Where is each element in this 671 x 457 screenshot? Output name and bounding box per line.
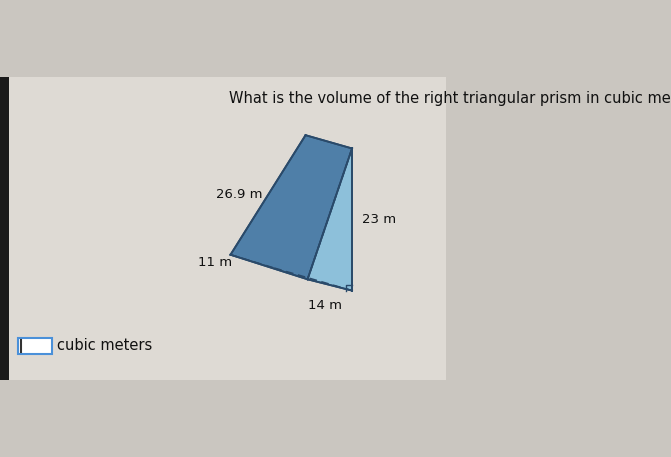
- Text: 23 m: 23 m: [362, 213, 396, 226]
- Polygon shape: [9, 77, 446, 380]
- Polygon shape: [230, 135, 352, 279]
- Polygon shape: [18, 338, 52, 354]
- Text: 11 m: 11 m: [199, 256, 232, 269]
- Text: 26.9 m: 26.9 m: [216, 188, 262, 202]
- Polygon shape: [307, 149, 352, 291]
- Text: 14 m: 14 m: [309, 299, 342, 312]
- Text: cubic meters: cubic meters: [57, 338, 152, 353]
- Polygon shape: [230, 135, 305, 268]
- Polygon shape: [230, 255, 352, 291]
- Polygon shape: [0, 77, 9, 380]
- Text: What is the volume of the right triangular prism in cubic meters?: What is the volume of the right triangul…: [229, 91, 671, 106]
